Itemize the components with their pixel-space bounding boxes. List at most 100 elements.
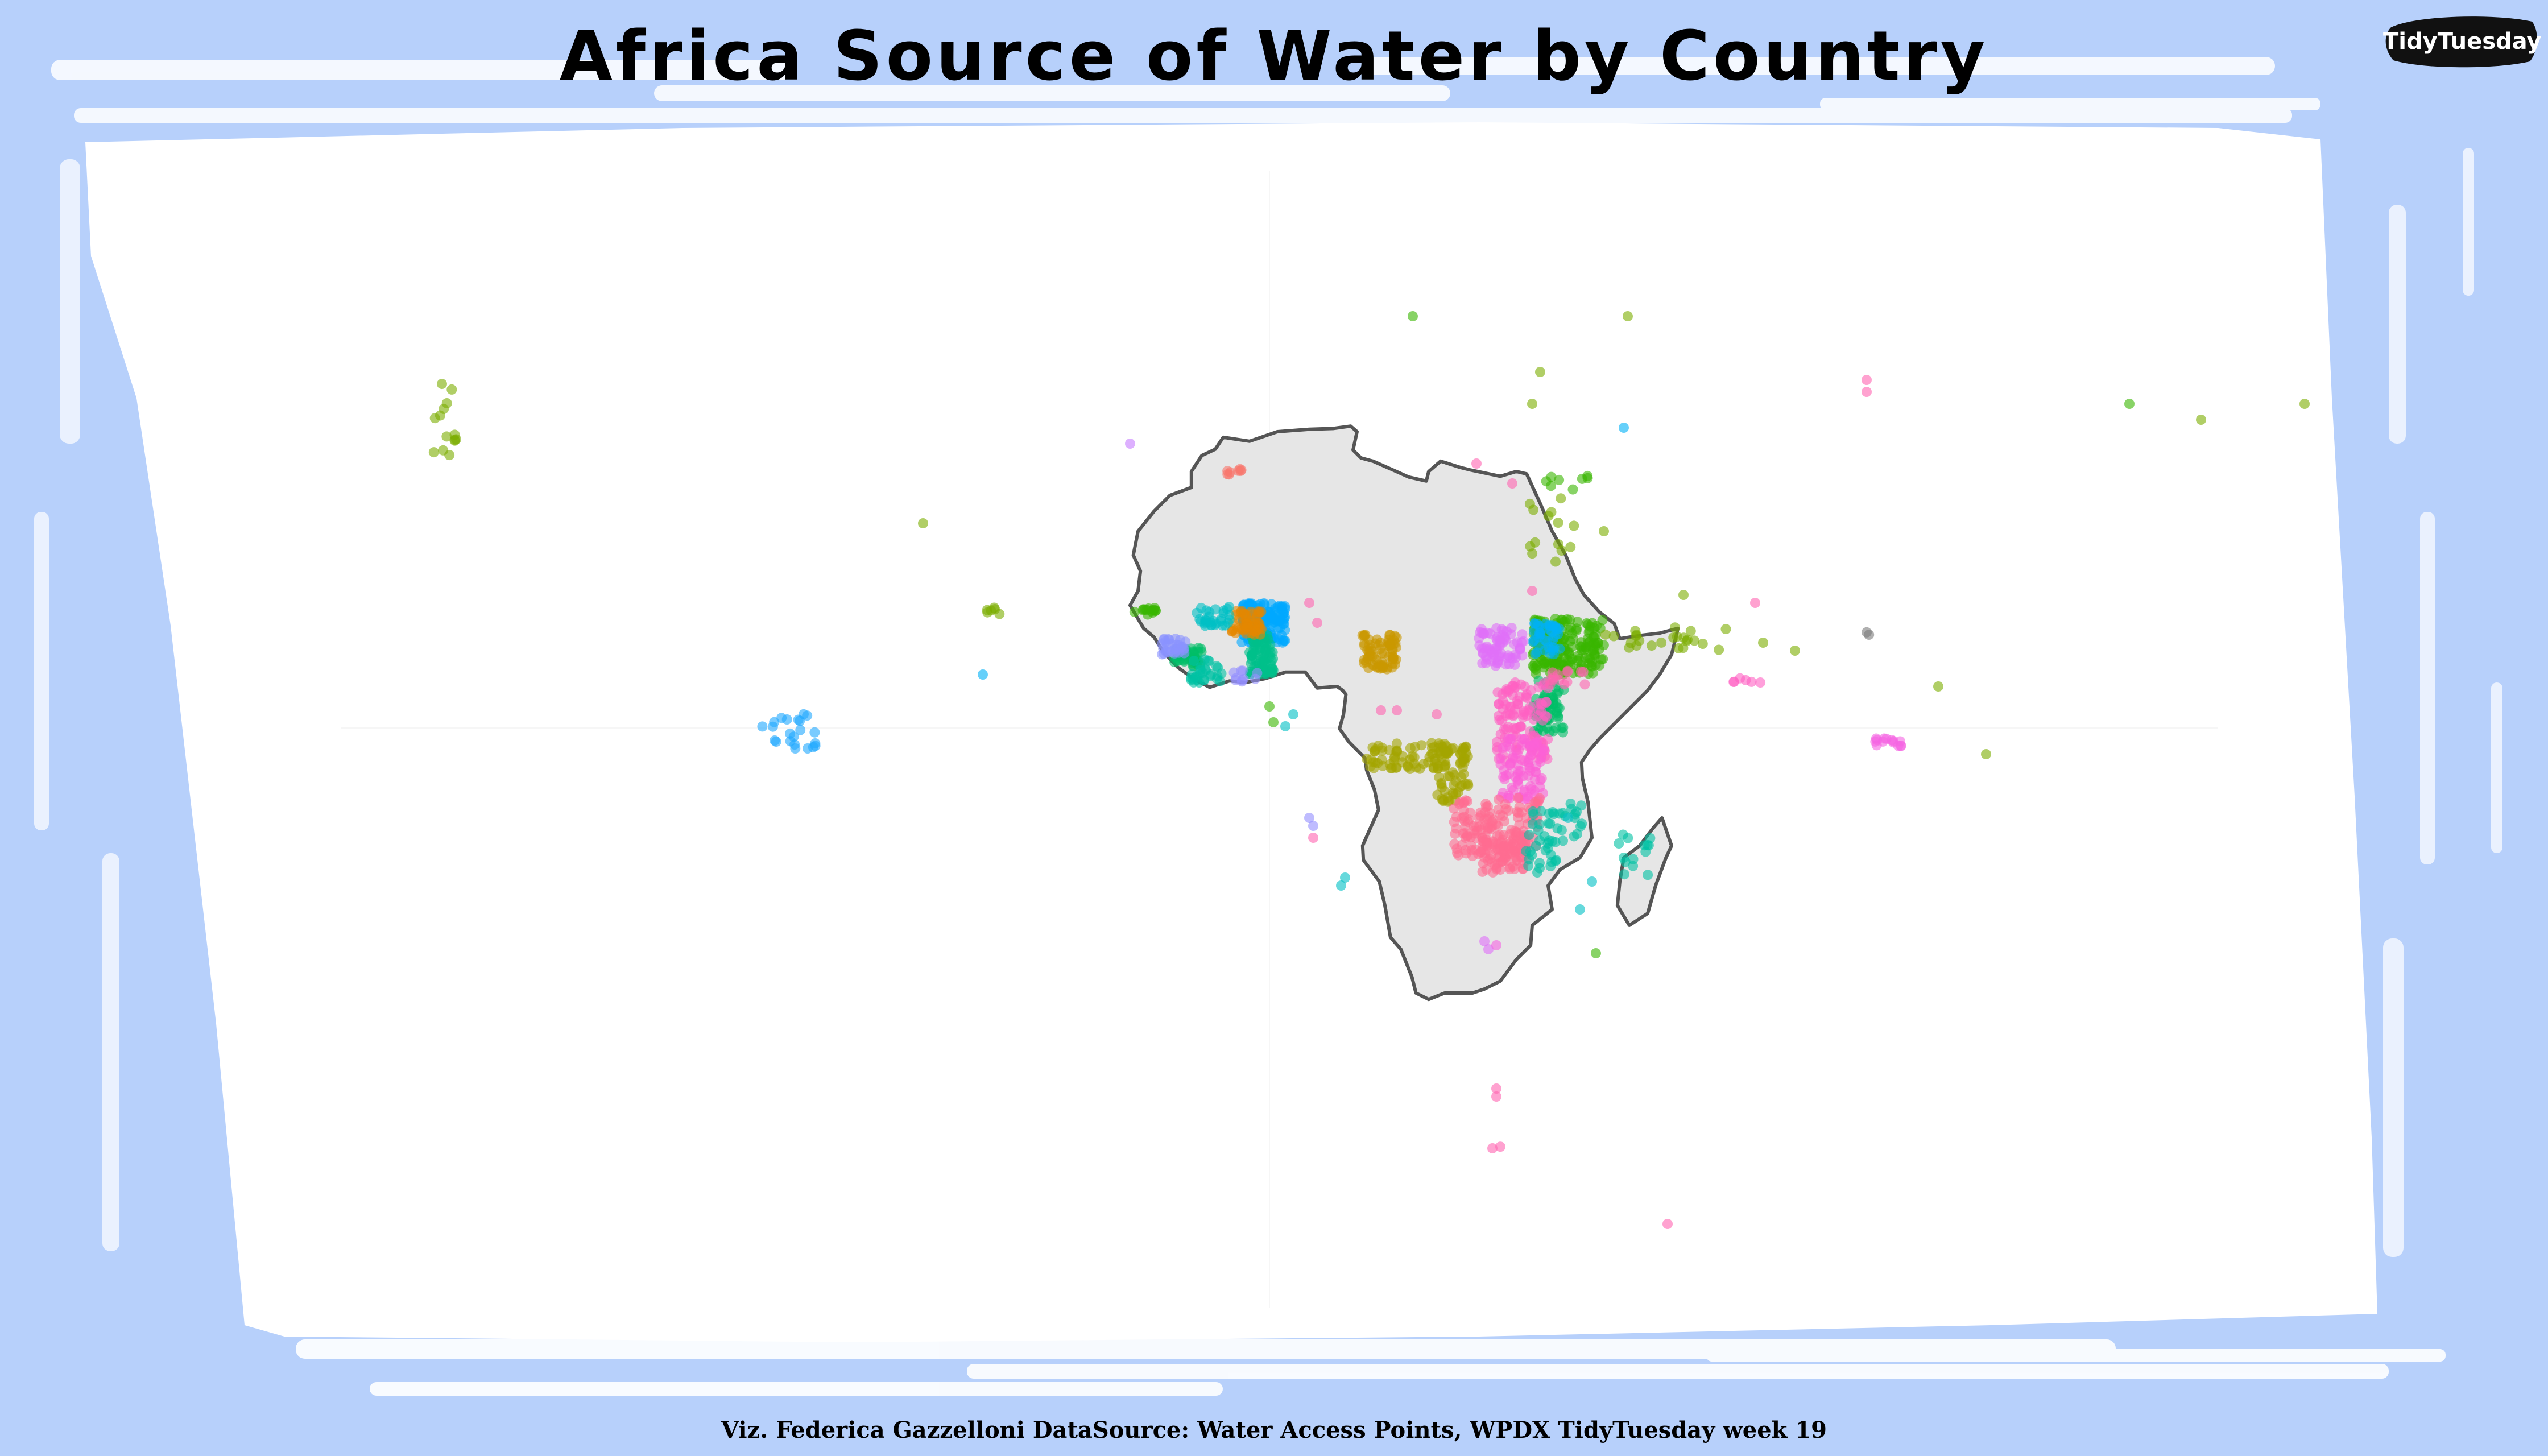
water-point <box>785 728 796 739</box>
water-point <box>1562 677 1573 688</box>
water-point <box>1631 631 1641 642</box>
water-point <box>1576 800 1587 811</box>
water-point <box>1475 846 1486 857</box>
brush-stroke <box>1706 1349 2446 1362</box>
water-point <box>1556 493 1566 504</box>
water-point <box>1597 615 1608 626</box>
water-point <box>1525 726 1536 737</box>
water-point <box>1194 677 1205 688</box>
water-point <box>1536 752 1546 763</box>
water-point <box>1517 838 1528 849</box>
badge-brush-blob <box>2385 16 2537 68</box>
water-point <box>1567 653 1578 664</box>
water-point <box>1266 667 1277 677</box>
water-point <box>1558 835 1568 846</box>
water-point <box>1509 639 1520 650</box>
water-point <box>1508 710 1519 721</box>
water-point <box>1527 850 1537 861</box>
water-point <box>1587 876 1597 887</box>
water-point <box>1523 760 1534 771</box>
water-point <box>1161 647 1172 657</box>
water-point <box>1444 771 1455 782</box>
water-point <box>441 431 452 442</box>
water-point <box>1391 746 1402 756</box>
water-point <box>1593 638 1604 648</box>
water-point <box>1463 779 1473 789</box>
water-point <box>1312 618 1322 628</box>
source-caption: Viz. Federica Gazzelloni DataSource: Wat… <box>721 1417 1827 1443</box>
water-point-dots <box>428 311 2310 1229</box>
water-point <box>1275 615 1285 626</box>
map-title: Africa Source of Water by Country <box>559 17 1989 96</box>
water-point <box>1402 760 1413 771</box>
water-point <box>1236 676 1247 687</box>
map-graticule <box>341 171 2218 1308</box>
water-point <box>1491 1083 1502 1094</box>
water-point <box>1565 799 1576 809</box>
water-point <box>1565 636 1575 647</box>
water-point <box>790 743 801 754</box>
water-point <box>1681 636 1692 647</box>
water-point <box>1432 709 1442 719</box>
water-point <box>1531 760 1542 771</box>
water-point <box>1495 729 1506 740</box>
water-point <box>1578 667 1589 677</box>
water-point <box>1790 646 1800 656</box>
brush-stroke <box>60 159 80 444</box>
water-point <box>1492 632 1503 643</box>
water-point <box>1509 659 1520 670</box>
water-point <box>1222 466 1233 477</box>
water-point <box>1567 484 1578 495</box>
water-point <box>1678 590 1689 600</box>
water-point <box>978 669 988 680</box>
water-point <box>1236 665 1247 676</box>
water-point <box>449 429 460 440</box>
water-point <box>1256 606 1267 617</box>
water-point <box>809 727 820 738</box>
water-point <box>1527 399 1537 409</box>
water-point <box>1534 858 1545 868</box>
water-point <box>1189 656 1199 667</box>
water-point <box>1513 766 1524 776</box>
brush-stroke <box>74 108 2292 123</box>
water-point <box>1432 789 1443 800</box>
water-point <box>1646 640 1657 651</box>
badge-blob-shape <box>2385 16 2537 68</box>
water-point <box>1586 660 1596 671</box>
water-point <box>1505 734 1516 744</box>
water-point <box>1498 696 1508 706</box>
water-point <box>1363 663 1374 673</box>
water-point <box>1879 733 1889 744</box>
water-point <box>1565 541 1576 552</box>
water-point <box>1519 705 1529 716</box>
water-point <box>1500 710 1511 721</box>
water-point <box>1506 701 1516 712</box>
water-point <box>802 710 813 721</box>
water-point <box>1656 637 1667 648</box>
water-point <box>1531 664 1541 675</box>
white-map-panel <box>85 122 2377 1342</box>
water-point <box>1150 606 1161 617</box>
water-point <box>437 379 447 390</box>
water-point <box>1524 830 1534 840</box>
water-point <box>1625 638 1636 648</box>
water-point <box>1471 833 1482 843</box>
water-point <box>1728 677 1739 687</box>
brush-stroke <box>2463 148 2474 296</box>
brush-stroke <box>2420 512 2435 864</box>
water-point <box>1504 829 1515 839</box>
water-point <box>1514 692 1525 702</box>
water-point <box>435 410 445 421</box>
water-point <box>1379 648 1389 659</box>
water-point <box>1257 657 1267 668</box>
water-point <box>1495 753 1506 764</box>
water-point <box>1447 787 1458 798</box>
water-point <box>1549 809 1560 820</box>
water-point <box>1550 723 1561 733</box>
water-point <box>1376 705 1386 715</box>
water-point <box>2124 399 2135 409</box>
brush-stroke <box>34 512 49 830</box>
water-point <box>1474 640 1485 651</box>
brush-stroke <box>370 1382 1223 1396</box>
brush-stroke <box>1820 98 2320 110</box>
